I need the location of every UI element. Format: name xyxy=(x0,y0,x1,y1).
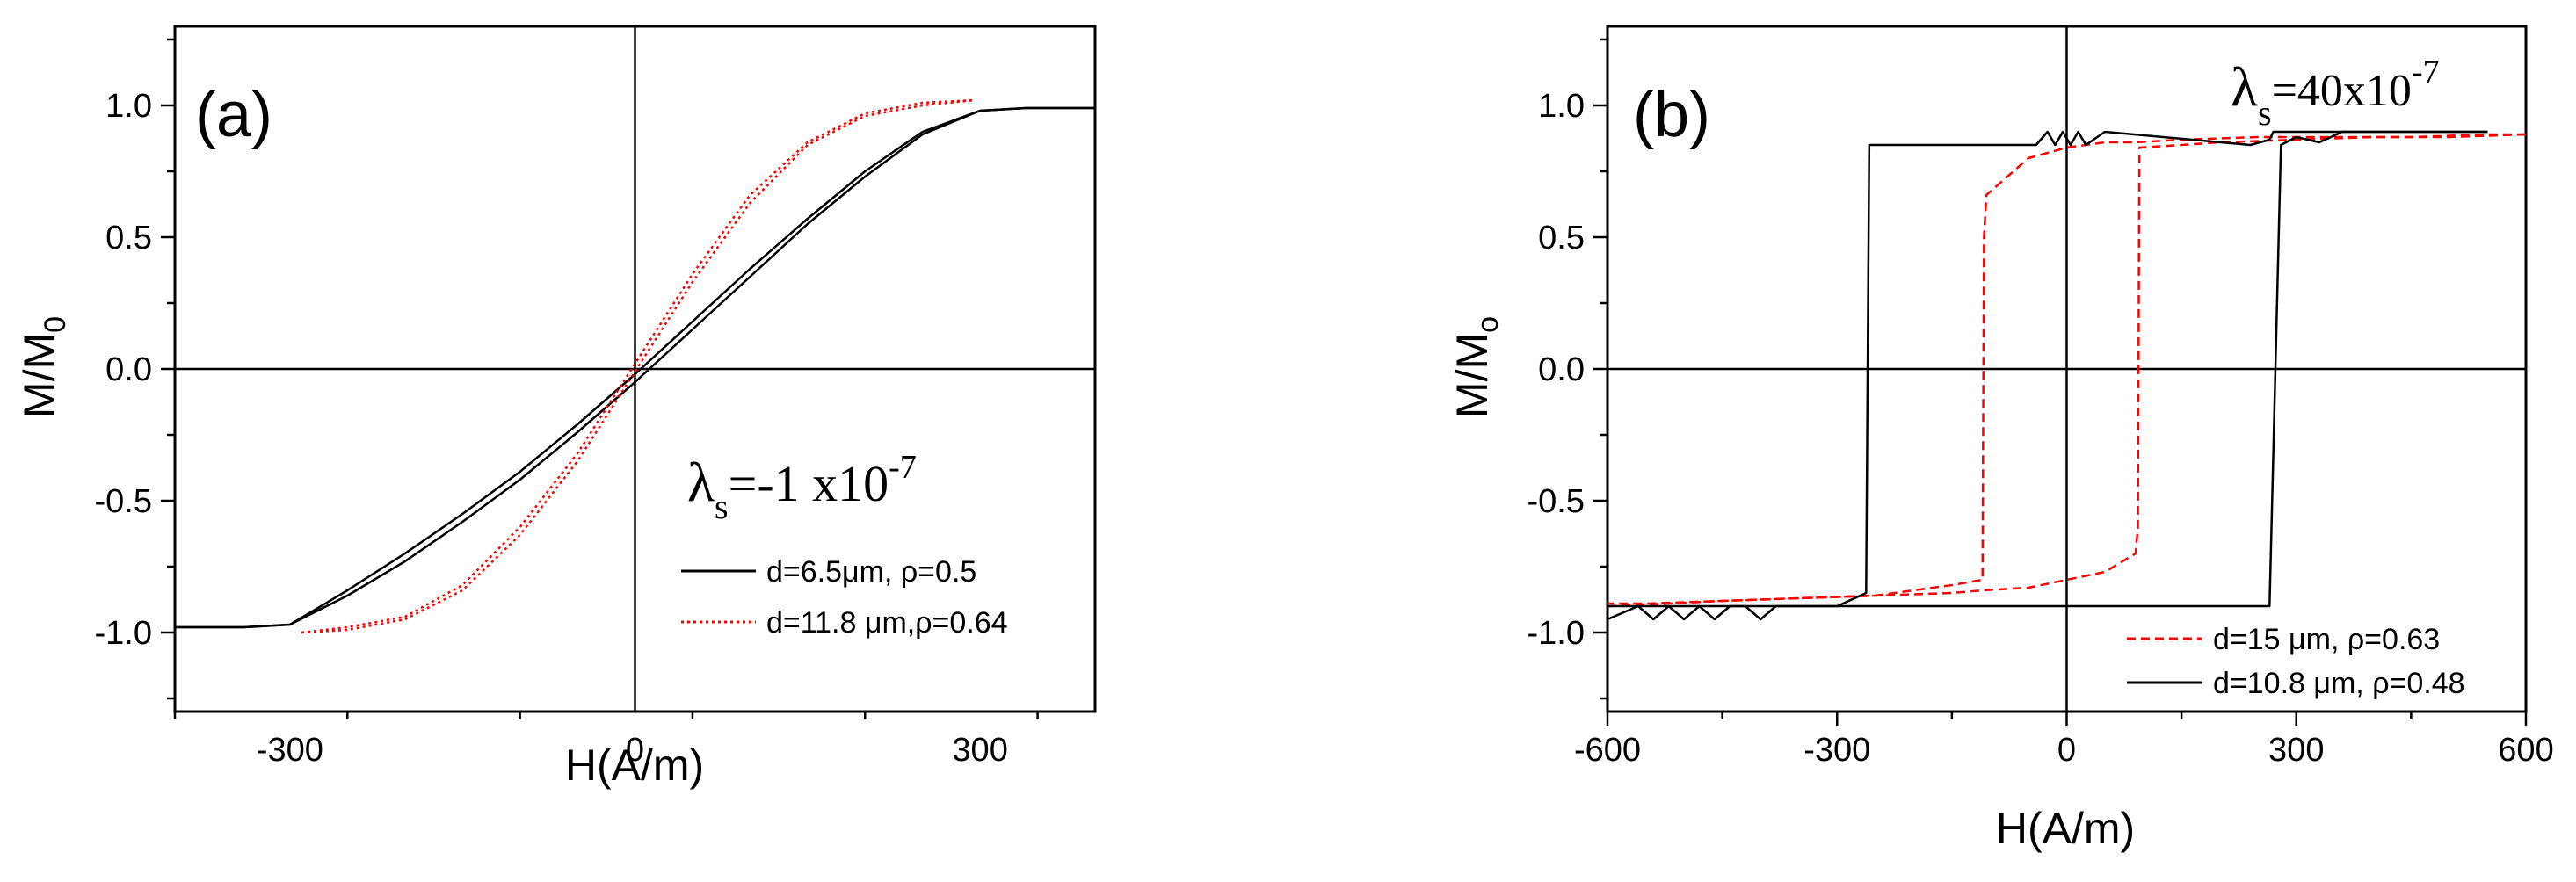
panel-a-y-tick-label: 0.5 xyxy=(105,220,152,257)
panel-a-lambda-annotation: λs=-1 x10-7 xyxy=(687,449,917,526)
panel-b-lambda-exponent: -7 xyxy=(2412,54,2440,90)
panel-b-lambda-annotation: λs=40x10-7 xyxy=(2231,54,2440,133)
panel-a-tag: (a) xyxy=(195,80,272,150)
panel-a-x-tick-label: -300 xyxy=(257,732,323,769)
panel-b-lambda-symbol: λ xyxy=(2231,55,2258,118)
panel-b-lambda-sub: s xyxy=(2258,93,2272,133)
panel-a-ticks xyxy=(161,38,1039,719)
panel-a-series xyxy=(175,98,1095,634)
panel-a-lambda-value: =-1 x10 xyxy=(729,455,889,512)
panel-b-y-axis-label-main: M/M xyxy=(1448,333,1497,418)
panel-b-x-tick-label: 0 xyxy=(2057,732,2076,769)
panel-b-series xyxy=(1607,130,2527,621)
panel-a-y-tick-label: -0.5 xyxy=(95,483,152,520)
panel-a-lambda-sub: s xyxy=(715,487,729,526)
panel-b-y-tick-label: 1.0 xyxy=(1538,88,1585,125)
panel-b-x-tick-label: -600 xyxy=(1574,732,1641,769)
panel-a-y-axis-label-main: M/M xyxy=(15,333,64,418)
panel-a-x-tick-label: 300 xyxy=(952,732,1007,769)
panel-b-series-0-branch-1 xyxy=(1607,133,2527,605)
panel-a-y-tick-label: -1.0 xyxy=(95,615,152,652)
panel-b-legend-label-1: d=10.8 μm, ρ=0.48 xyxy=(2213,667,2465,700)
panel-b-x-tick-label: -300 xyxy=(1803,732,1870,769)
panel-a-legend-label-0: d=6.5μm, ρ=0.5 xyxy=(766,555,976,589)
panel-a-x-tick-label: 0 xyxy=(626,732,644,769)
panel-b-series-1-branch-0 xyxy=(1607,130,2488,621)
panel-a-y-tick-label: 1.0 xyxy=(105,88,152,125)
panel-a: -300 0 300 1.0 0.5 0.0 -0.5 -1.0 (a) H(A/m) M/M… xyxy=(15,25,1097,790)
panel-b-series-1-branch-1 xyxy=(1607,130,2488,608)
panel-b-y-tick-label: 0.5 xyxy=(1538,220,1585,257)
panel-b-zero-axes xyxy=(1607,26,2526,712)
panel-a-series-0-branch-0 xyxy=(175,106,1095,629)
panel-a-y-axis-label: M/M0 xyxy=(15,316,72,418)
panel-b-legend: d=15 μm, ρ=0.63 d=10.8 μm, ρ=0.48 xyxy=(2127,623,2465,700)
panel-a-series-1-branch-1 xyxy=(301,98,975,634)
panel-a-legend: d=6.5μm, ρ=0.5 d=11.8 μm,ρ=0.64 xyxy=(681,555,1008,640)
panel-b-y-axis-label-sub: o xyxy=(1471,316,1505,333)
panel-b-y-tick-label: -0.5 xyxy=(1527,483,1585,520)
panel-a-lambda-exponent: -7 xyxy=(889,449,917,486)
panel-b-y-tick-label: 0.0 xyxy=(1538,351,1585,388)
panel-b-ticks xyxy=(1593,38,2528,726)
panel-a-series-1-branch-0 xyxy=(301,98,975,634)
panel-a-tick-labels: -300 0 300 1.0 0.5 0.0 -0.5 -1.0 xyxy=(95,88,1008,769)
panel-b-y-axis-label: M/Mo xyxy=(1448,316,1505,418)
panel-a-series-0-branch-1 xyxy=(175,106,1095,629)
panel-a-lambda-symbol: λ xyxy=(687,451,715,513)
panel-a-x-axis-label: H(A/m) xyxy=(565,741,704,790)
panel-b-x-tick-label: 600 xyxy=(2498,732,2553,769)
panel-a-legend-label-1: d=11.8 μm,ρ=0.64 xyxy=(766,606,1008,640)
panel-b-y-tick-label: -1.0 xyxy=(1527,615,1585,652)
panel-a-zero-axes xyxy=(175,26,1095,712)
panel-b-tick-labels: -600 -300 0 300 600 1.0 0.5 0.0 -0.5 -1.0 xyxy=(1527,88,2554,769)
panel-b-x-tick-label: 300 xyxy=(2268,732,2324,769)
panel-a-y-tick-label: 0.0 xyxy=(105,351,152,388)
panel-a-y-axis-label-sub: 0 xyxy=(39,316,72,333)
panel-b-legend-label-0: d=15 μm, ρ=0.63 xyxy=(2213,623,2440,656)
panel-b: -600 -300 0 300 600 1.0 0.5 0.0 -0.5 -1.0 (b) H(A… xyxy=(1448,25,2554,853)
panel-b-x-axis-label: H(A/m) xyxy=(1996,804,2135,853)
panel-b-series-0-branch-0 xyxy=(1607,133,2526,608)
panel-b-tag: (b) xyxy=(1633,80,1710,150)
panel-b-lambda-value: =40x10 xyxy=(2272,66,2412,116)
